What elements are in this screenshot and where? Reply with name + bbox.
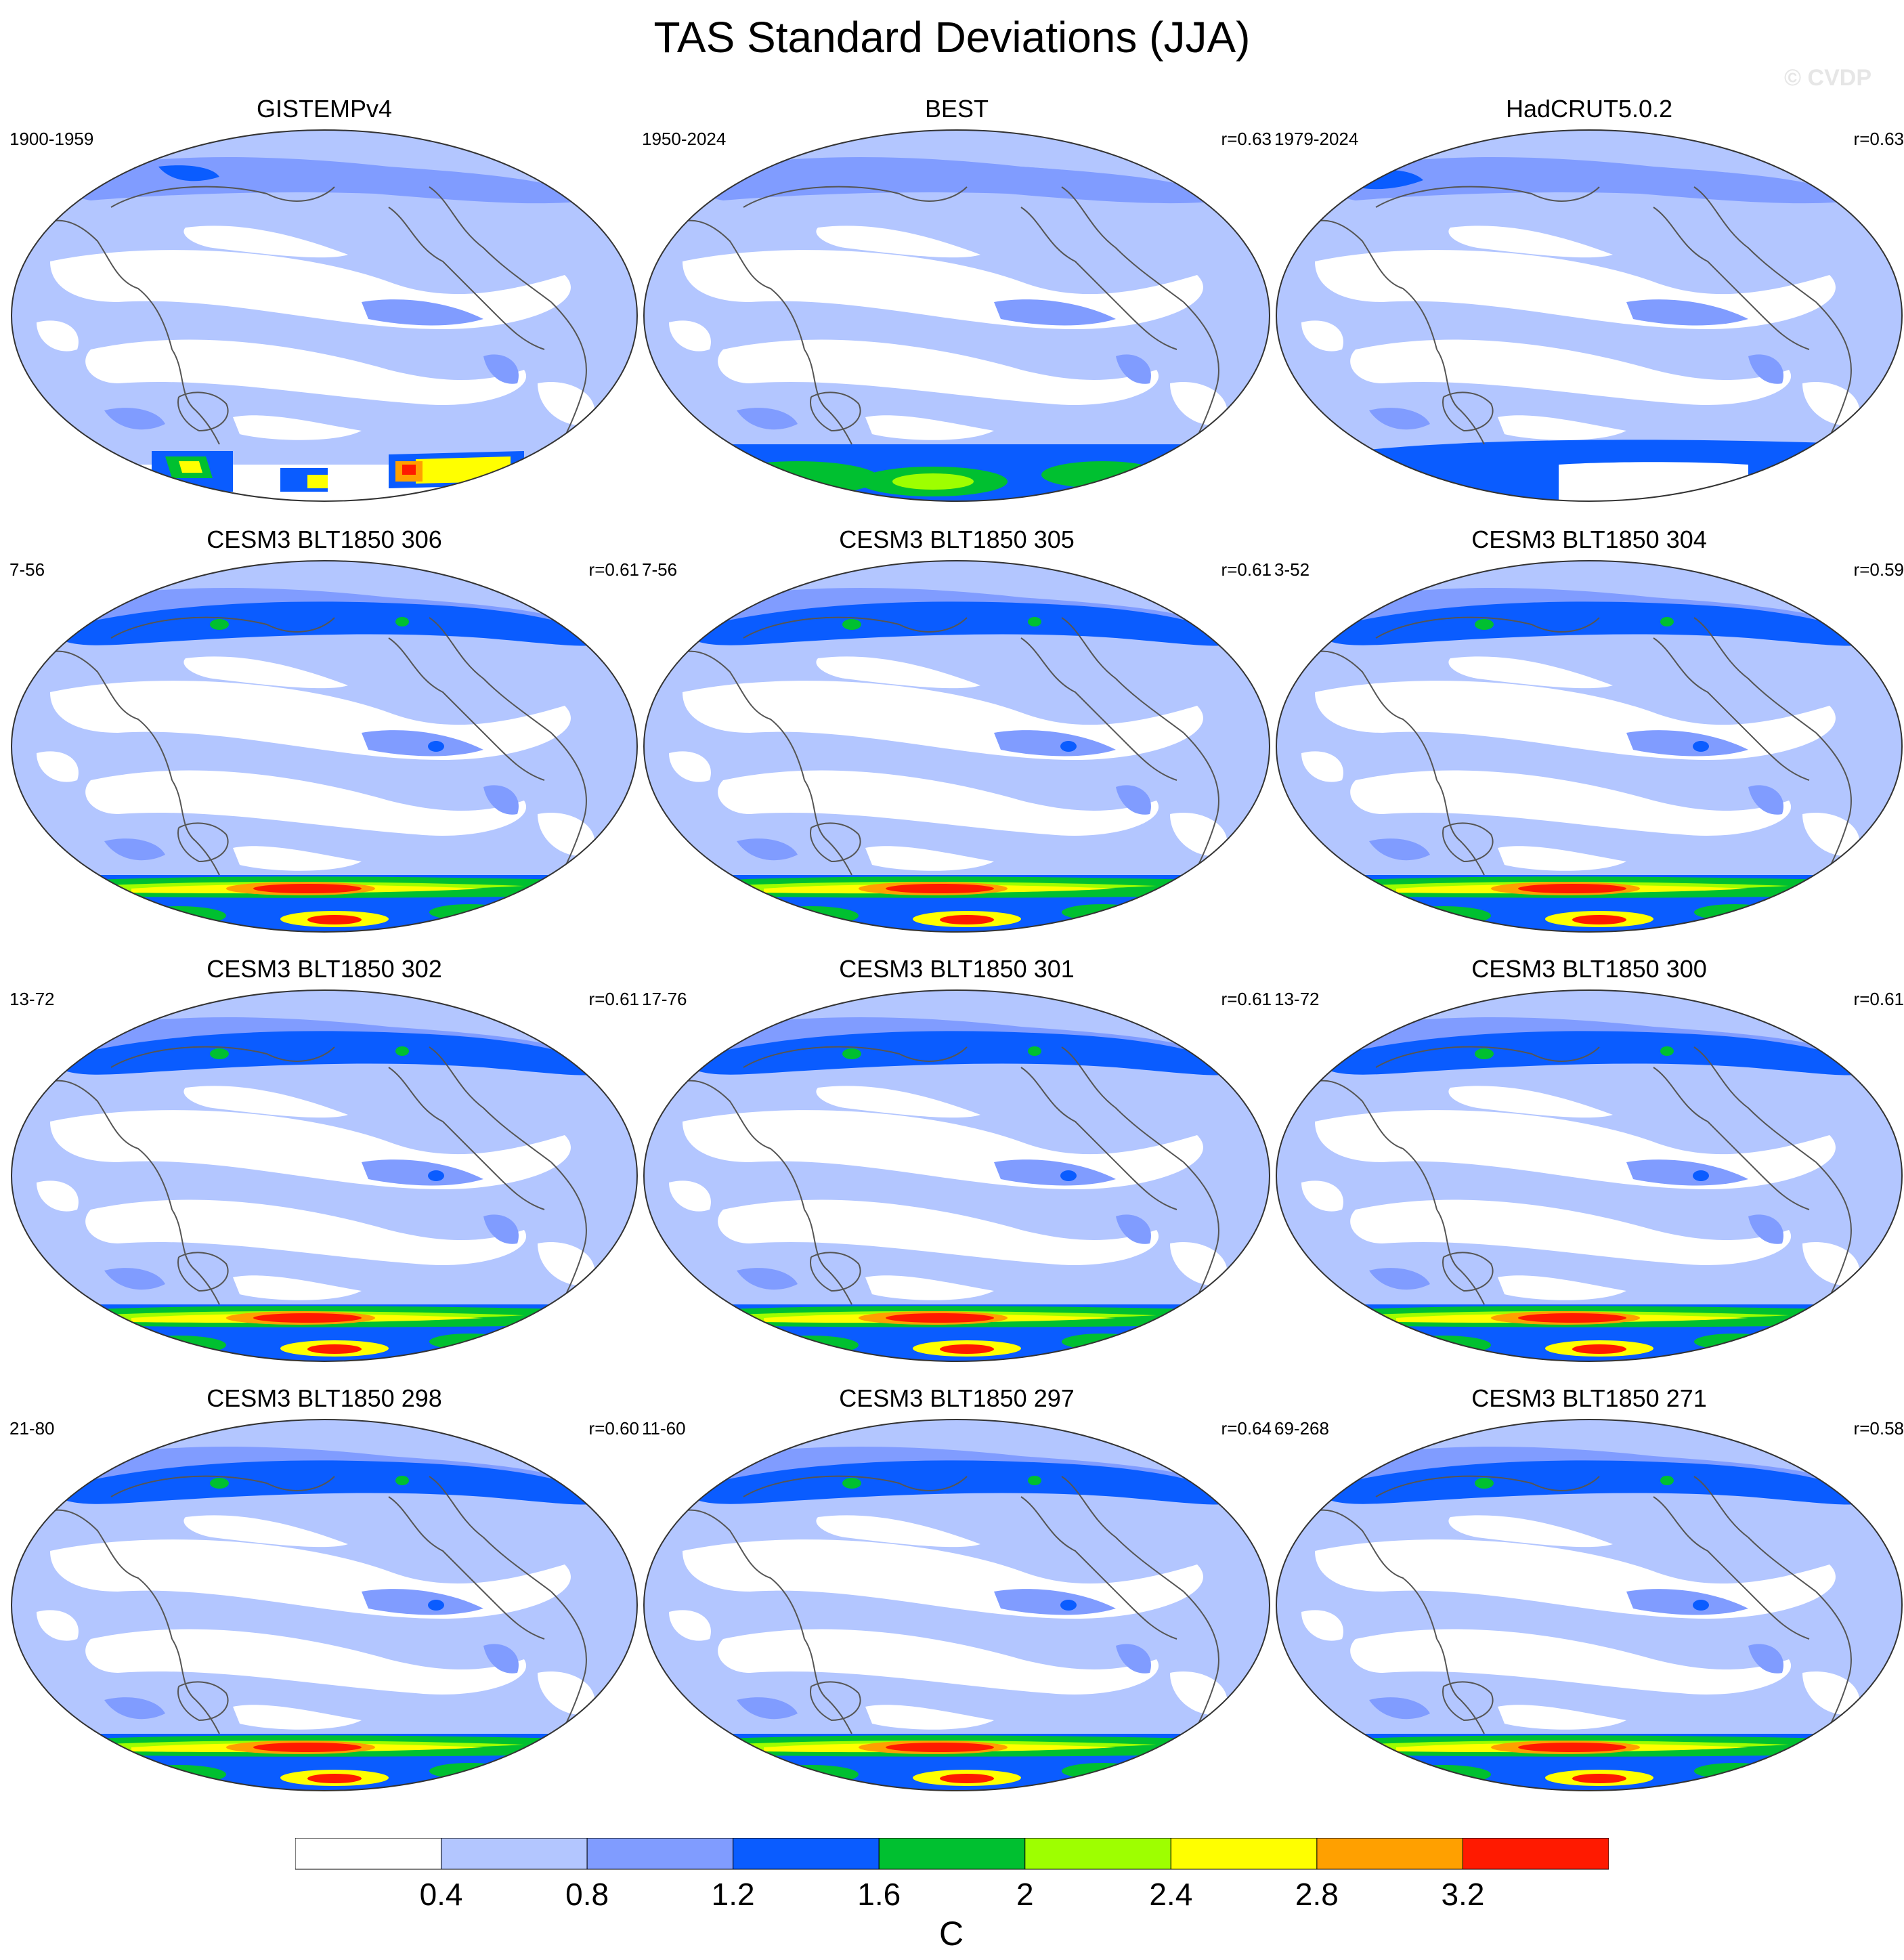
panel-correlation: r=0.61 <box>1221 559 1272 580</box>
panel-period: 21-80 <box>9 1418 55 1439</box>
colorbar-tick-label: 2.4 <box>1149 1877 1193 1912</box>
panel-period: 1979-2024 <box>1274 129 1359 149</box>
map-panel: BEST 1950-2024 r=0.63 <box>642 95 1272 515</box>
panel-period: 7-56 <box>642 559 678 580</box>
map-panel: CESM3 BLT1850 301 17-76 r=0.61 <box>642 955 1272 1375</box>
world-map <box>643 129 1270 502</box>
panel-title: CESM3 BLT1850 306 <box>207 526 442 553</box>
panel-correlation: r=0.61 <box>588 559 639 580</box>
map-panel: CESM3 BLT1850 297 11-60 r=0.64 <box>642 1384 1272 1804</box>
colorbar-tick-label: 2 <box>1016 1877 1034 1912</box>
world-map <box>11 129 638 502</box>
map-panel: HadCRUT5.0.2 1979-2024 r=0.63 <box>1274 95 1904 515</box>
panel-title: CESM3 BLT1850 300 <box>1471 955 1707 983</box>
world-map <box>643 989 1270 1362</box>
panel-title: CESM3 BLT1850 305 <box>839 526 1075 553</box>
panel-title: CESM3 BLT1850 271 <box>1471 1384 1707 1412</box>
colorbar-swatch <box>733 1838 880 1870</box>
panel-correlation: r=0.64 <box>1221 1418 1272 1439</box>
map-panel: CESM3 BLT1850 302 13-72 r=0.61 <box>9 955 639 1375</box>
colorbar <box>295 1838 1609 1870</box>
colorbar-swatch <box>1316 1838 1463 1870</box>
panel-period: 1950-2024 <box>642 129 727 149</box>
panel-period: 13-72 <box>9 989 55 1009</box>
panel-title: CESM3 BLT1850 304 <box>1471 526 1707 553</box>
panel-period: 11-60 <box>642 1418 686 1439</box>
colorbar-swatch <box>586 1838 734 1870</box>
panel-title: CESM3 BLT1850 301 <box>839 955 1075 983</box>
colorbar-tick-label: 2.8 <box>1295 1877 1339 1912</box>
map-panel: CESM3 BLT1850 305 7-56 r=0.61 <box>642 526 1272 945</box>
panel-title: HadCRUT5.0.2 <box>1505 95 1673 123</box>
map-panel: CESM3 BLT1850 304 3-52 r=0.59 <box>1274 526 1904 945</box>
panel-correlation: r=0.61 <box>1853 989 1904 1009</box>
panel-title: GISTEMPv4 <box>256 95 393 123</box>
map-panel: CESM3 BLT1850 306 7-56 r=0.61 <box>9 526 639 945</box>
world-map <box>1276 1419 1903 1791</box>
panel-correlation: r=0.58 <box>1853 1418 1904 1439</box>
world-map <box>1276 560 1903 933</box>
panel-correlation: r=0.60 <box>588 1418 639 1439</box>
colorbar-tick-label: 3.2 <box>1441 1877 1485 1912</box>
world-map <box>11 989 638 1362</box>
world-map <box>643 1419 1270 1791</box>
colorbar-swatch <box>1024 1838 1171 1870</box>
figure-title: TAS Standard Deviations (JJA) <box>653 13 1251 62</box>
map-panel: CESM3 BLT1850 298 21-80 r=0.60 <box>9 1384 639 1804</box>
colorbar-tick-label: 0.4 <box>419 1877 463 1912</box>
panel-correlation: r=0.61 <box>1221 989 1272 1009</box>
panel-title: BEST <box>924 95 989 123</box>
colorbar-tick-label: 1.2 <box>711 1877 755 1912</box>
colorbar-unit: C <box>938 1915 964 1953</box>
panel-title: CESM3 BLT1850 297 <box>839 1384 1075 1412</box>
panel-correlation: r=0.61 <box>588 989 639 1009</box>
colorbar-swatch <box>1170 1838 1318 1870</box>
panel-period: 69-268 <box>1274 1418 1329 1439</box>
panel-period: 7-56 <box>9 559 45 580</box>
world-map <box>1276 989 1903 1362</box>
colorbar-swatch <box>1462 1838 1609 1870</box>
colorbar-tick-label: 1.6 <box>857 1877 901 1912</box>
panel-correlation: r=0.63 <box>1221 129 1272 149</box>
colorbar-swatch <box>295 1838 442 1870</box>
world-map <box>11 560 638 933</box>
panel-period: 17-76 <box>642 989 687 1009</box>
panel-correlation: r=0.63 <box>1853 129 1904 149</box>
colorbar-tick-label: 0.8 <box>565 1877 609 1912</box>
world-map <box>1276 129 1903 502</box>
panel-title: CESM3 BLT1850 302 <box>207 955 442 983</box>
map-panel: CESM3 BLT1850 300 13-72 r=0.61 <box>1274 955 1904 1375</box>
colorbar-swatch <box>441 1838 588 1870</box>
map-panel: GISTEMPv4 1900-1959 <box>9 95 639 515</box>
panel-correlation: r=0.59 <box>1853 559 1904 580</box>
panel-period: 1900-1959 <box>9 129 94 149</box>
panel-title: CESM3 BLT1850 298 <box>207 1384 442 1412</box>
map-panel: CESM3 BLT1850 271 69-268 r=0.58 <box>1274 1384 1904 1804</box>
colorbar-swatch <box>878 1838 1026 1870</box>
watermark: © CVDP <box>1784 65 1871 91</box>
world-map <box>643 560 1270 933</box>
panel-period: 13-72 <box>1274 989 1320 1009</box>
world-map <box>11 1419 638 1791</box>
panel-period: 3-52 <box>1274 559 1310 580</box>
